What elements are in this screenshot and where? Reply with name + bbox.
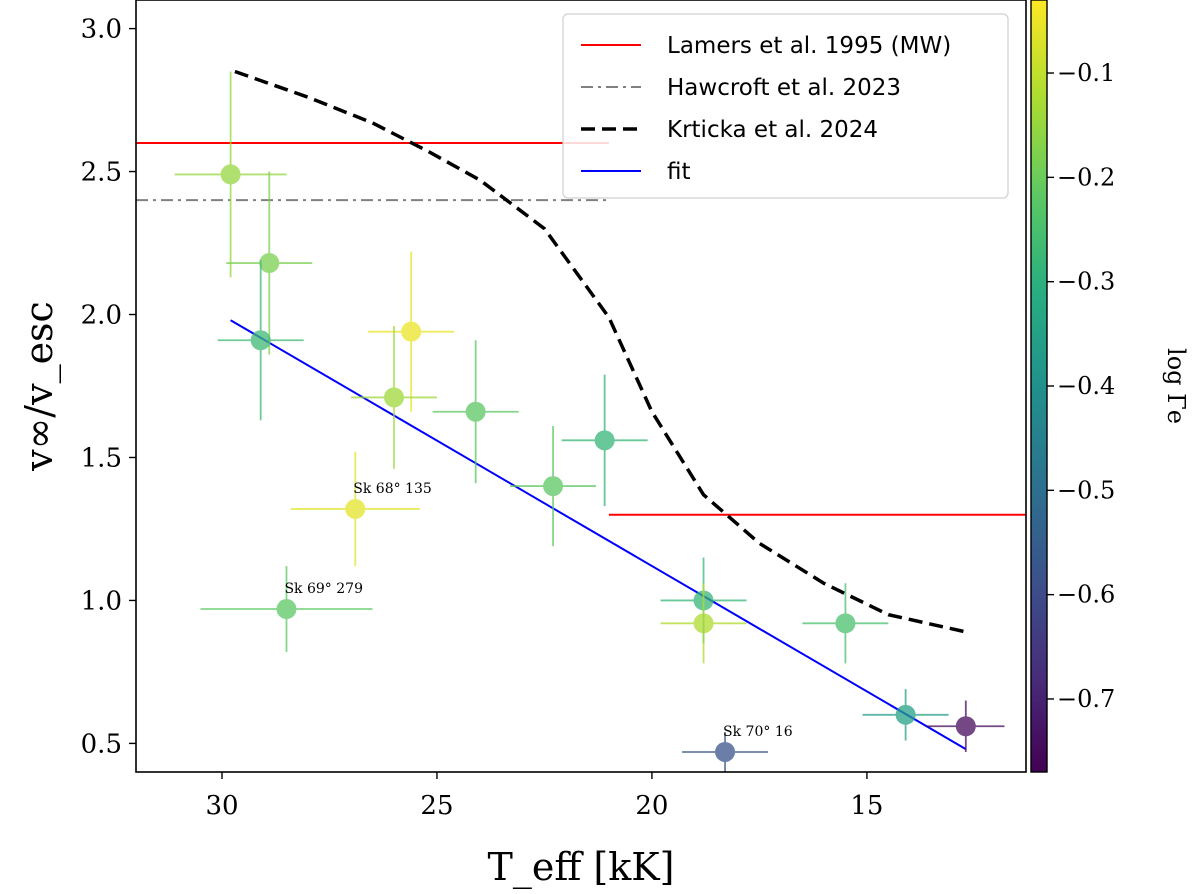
legend-label-3: fit: [667, 159, 691, 185]
point-marker-0: [220, 164, 241, 185]
x-axis: 30 25 20 15: [205, 772, 883, 821]
point-label-9: Sk 69° 279: [284, 581, 363, 597]
data-point-9: [200, 566, 373, 652]
point-annotations: Sk 68° 135 Sk 69° 279 Sk 70° 16: [284, 481, 792, 740]
data-point-8: [290, 451, 420, 567]
point-marker-12: [835, 613, 856, 634]
colorbar-gradient: [1030, 0, 1048, 773]
legend-label-2: Krticka et al. 2024: [667, 117, 878, 143]
colorbar-tick-label-4: −0.5: [1057, 476, 1115, 504]
legend: Lamers et al. 1995 (MW) Hawcroft et al. 2…: [562, 13, 1009, 199]
x-tick-label-2: 20: [635, 791, 668, 821]
legend-label-0: Lamers et al. 1995 (MW): [667, 33, 951, 59]
colorbar-tick-label-2: −0.3: [1057, 268, 1115, 296]
y-axis: 0.5 1.0 1.5 2.0 2.5 3.0: [81, 15, 136, 759]
data-point-12: [802, 583, 889, 664]
legend-label-1: Hawcroft et al. 2023: [667, 75, 901, 101]
colorbar-label: log Γe: [1162, 348, 1190, 424]
axis-titles: T_eff [kK] v∞/v_esc: [17, 301, 674, 890]
data-point-2: [217, 260, 304, 421]
y-tick-label-5: 3.0: [81, 15, 122, 45]
colorbar-tick-label-6: −0.7: [1057, 685, 1115, 713]
point-marker-3: [401, 321, 422, 342]
colorbar-tick-label-1: −0.2: [1057, 163, 1115, 191]
data-point-15: [927, 700, 1005, 752]
series-line-3-segment-0: [230, 319, 967, 750]
data-point-4: [350, 325, 437, 469]
x-axis-title: T_eff [kK]: [488, 845, 675, 890]
data-point-1: [226, 171, 313, 355]
plot-frame: [135, 0, 1027, 773]
point-label-13: Sk 70° 16: [723, 724, 793, 740]
point-marker-6: [594, 430, 615, 451]
colorbar-tick-label-0: −0.1: [1057, 59, 1115, 87]
data-point-6: [561, 374, 648, 507]
point-marker-4: [383, 387, 404, 408]
y-axis-title: v∞/v_esc: [17, 301, 62, 472]
colorbar-tick-label-3: −0.4: [1057, 372, 1115, 400]
y-tick-label-1: 1.0: [81, 586, 122, 616]
point-marker-13: [715, 741, 736, 762]
y-tick-label-4: 2.5: [81, 158, 122, 188]
point-marker-8: [345, 498, 366, 519]
point-marker-11: [693, 613, 714, 634]
series-line-2-segment-0: [234, 69, 967, 634]
plot-points: [174, 71, 1005, 772]
data-point-14: [862, 689, 949, 741]
data-point-7: [510, 426, 597, 547]
point-marker-2: [250, 330, 271, 351]
x-tick-label-3: 15: [850, 791, 883, 821]
data-point-5: [432, 340, 519, 484]
data-point-3: [368, 251, 455, 412]
legend-box: [562, 13, 1009, 199]
plot-lines: [136, 69, 1026, 750]
point-marker-15: [955, 716, 976, 737]
point-marker-5: [465, 401, 486, 422]
colorbar: −0.1 −0.2 −0.3 −0.4 −0.5 −0.6 −0.7 log Γe: [1030, 0, 1190, 773]
data-point-13: [682, 731, 769, 772]
point-label-8: Sk 68° 135: [353, 481, 432, 497]
point-marker-14: [895, 704, 916, 725]
data-point-0: [174, 71, 287, 278]
point-marker-9: [276, 599, 297, 620]
x-tick-label-0: 30: [205, 791, 238, 821]
x-tick-label-1: 25: [420, 791, 453, 821]
data-point-11: [660, 583, 747, 664]
point-marker-7: [543, 476, 564, 497]
y-tick-label-3: 2.0: [81, 301, 122, 331]
y-tick-label-2: 1.5: [81, 443, 122, 473]
colorbar-tick-label-5: −0.6: [1057, 581, 1115, 609]
point-marker-1: [259, 253, 280, 274]
y-tick-label-0: 0.5: [81, 729, 122, 759]
